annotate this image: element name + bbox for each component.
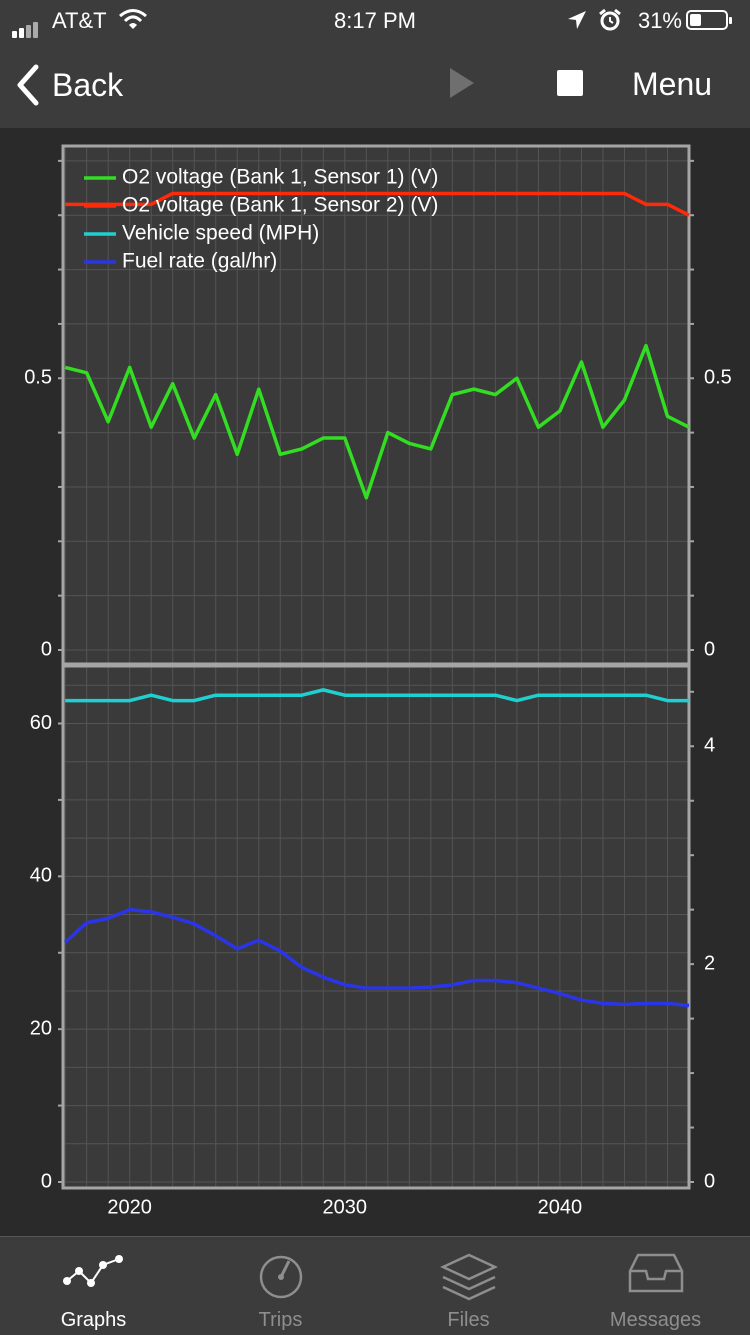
stop-icon[interactable] xyxy=(557,70,583,96)
tab-messages[interactable]: Messages xyxy=(562,1237,749,1335)
y-tick-label-right: 2 xyxy=(704,952,715,974)
legend-label: Fuel rate (gal/hr) xyxy=(122,250,277,273)
legend-label: O2 voltage (Bank 1, Sensor 1) (V) xyxy=(122,166,438,189)
series-o2-sensor1-line xyxy=(64,343,690,500)
battery-percent: 31% xyxy=(637,8,682,33)
x-tick-label: 2020 xyxy=(107,1196,152,1218)
tab-bar: Graphs Trips Files Messages xyxy=(0,1236,750,1335)
legend-label: O2 voltage (Bank 1, Sensor 2) (V) xyxy=(122,194,438,217)
tab-graphs[interactable]: Graphs xyxy=(0,1237,187,1335)
tab-files-label: Files xyxy=(447,1309,490,1331)
battery-icon xyxy=(686,10,732,30)
signal-icon xyxy=(12,12,40,38)
files-icon xyxy=(439,1253,498,1301)
trips-icon xyxy=(259,1255,302,1299)
y-tick-label-left: 60 xyxy=(30,712,52,734)
series-fuel-rate-line xyxy=(63,907,690,1008)
status-bar: AT&T 8:17 PM 31% xyxy=(0,0,750,40)
play-icon[interactable] xyxy=(448,66,476,100)
series-vehicle-speed-line xyxy=(65,688,689,703)
menu-button[interactable]: Menu xyxy=(632,66,713,102)
y-tick-label-left: 20 xyxy=(30,1017,52,1039)
carrier-label: AT&T xyxy=(52,8,107,33)
messages-icon xyxy=(628,1253,683,1293)
tab-messages-label: Messages xyxy=(609,1309,702,1331)
chevron-left-icon xyxy=(17,64,39,106)
tab-graphs-label: Graphs xyxy=(60,1309,127,1331)
y-tick-label-left: 0 xyxy=(41,1170,52,1192)
y-tick-label-right: 0 xyxy=(704,638,715,660)
y-tick-label-left: 40 xyxy=(30,865,52,887)
graphs-icon xyxy=(62,1255,123,1287)
y-tick-label-right: 0.5 xyxy=(704,367,732,389)
x-tick-label: 2030 xyxy=(323,1196,368,1218)
back-label: Back xyxy=(52,66,124,103)
tab-files[interactable]: Files xyxy=(375,1237,562,1335)
top-bar: AT&T 8:17 PM 31% Back Me xyxy=(0,0,750,128)
y-tick-label-right: 0 xyxy=(704,1170,715,1192)
status-time: 8:17 PM xyxy=(334,8,416,33)
back-button[interactable]: Back xyxy=(14,60,123,110)
top-panel xyxy=(63,146,689,664)
tab-trips-label: Trips xyxy=(258,1309,303,1331)
y-tick-label-left: 0 xyxy=(41,638,52,660)
location-icon xyxy=(568,11,586,29)
series-o2-sensor2-line xyxy=(65,191,690,217)
alarm-icon xyxy=(599,8,621,31)
top-panel-frame xyxy=(61,144,691,666)
y-tick-label-left: 0.5 xyxy=(24,367,52,389)
legend-label: Vehicle speed (MPH) xyxy=(122,222,319,245)
wifi-icon xyxy=(119,9,147,29)
tab-trips[interactable]: Trips xyxy=(187,1237,374,1335)
bottom-panel xyxy=(63,666,689,1188)
x-tick-label: 2040 xyxy=(538,1196,583,1218)
y-tick-label-right: 4 xyxy=(704,735,715,757)
bottom-panel-frame xyxy=(61,664,691,1190)
